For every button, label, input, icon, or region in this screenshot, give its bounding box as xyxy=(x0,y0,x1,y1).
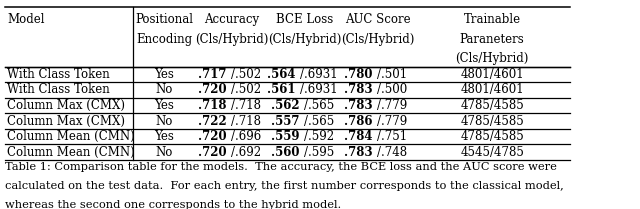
Text: /.751: /.751 xyxy=(377,130,407,143)
Text: .786: .786 xyxy=(344,115,372,127)
Text: Positional: Positional xyxy=(135,13,193,26)
Text: /.592: /.592 xyxy=(304,130,334,143)
Text: .722: .722 xyxy=(198,115,227,127)
Text: /.718: /.718 xyxy=(231,115,261,127)
Text: 4545/4785: 4545/4785 xyxy=(460,145,524,159)
Text: .560: .560 xyxy=(271,145,300,159)
Text: Column Mean (CMN): Column Mean (CMN) xyxy=(8,145,135,159)
Text: Table 1: Comparison table for the models.  The accuracy, the BCE loss and the AU: Table 1: Comparison table for the models… xyxy=(4,162,556,172)
Text: .561: .561 xyxy=(267,84,295,97)
Text: (Cls/Hybrid): (Cls/Hybrid) xyxy=(456,52,529,65)
Text: /.595: /.595 xyxy=(304,145,334,159)
Text: /.6931: /.6931 xyxy=(300,68,337,81)
Text: Column Max (CMX): Column Max (CMX) xyxy=(8,115,125,127)
Text: Yes: Yes xyxy=(154,130,174,143)
Text: /.748: /.748 xyxy=(377,145,407,159)
Text: Column Max (CMX): Column Max (CMX) xyxy=(8,99,125,112)
Text: (Cls/Hybrid): (Cls/Hybrid) xyxy=(341,33,415,46)
Text: .562: .562 xyxy=(271,99,300,112)
Text: AUC Score: AUC Score xyxy=(345,13,411,26)
Text: No: No xyxy=(156,145,173,159)
Text: No: No xyxy=(156,84,173,97)
Text: /.501: /.501 xyxy=(377,68,407,81)
Text: .784: .784 xyxy=(344,130,372,143)
Text: .717: .717 xyxy=(198,68,226,81)
Text: /.779: /.779 xyxy=(377,115,407,127)
Text: /.502: /.502 xyxy=(230,68,260,81)
Text: 4801/4601: 4801/4601 xyxy=(460,68,524,81)
Text: /.565: /.565 xyxy=(304,99,334,112)
Text: .783: .783 xyxy=(344,84,372,97)
Text: whereas the second one corresponds to the hybrid model.: whereas the second one corresponds to th… xyxy=(4,200,341,209)
Text: With Class Token: With Class Token xyxy=(8,68,110,81)
Text: Paraneters: Paraneters xyxy=(460,33,525,46)
Text: 4785/4585: 4785/4585 xyxy=(460,99,524,112)
Text: (Cls/Hybrid): (Cls/Hybrid) xyxy=(268,33,342,46)
Text: 4801/4601: 4801/4601 xyxy=(460,84,524,97)
Text: .718: .718 xyxy=(198,99,227,112)
Text: Encoding: Encoding xyxy=(136,33,192,46)
Text: 4785/4585: 4785/4585 xyxy=(460,130,524,143)
Text: .559: .559 xyxy=(271,130,300,143)
Text: .564: .564 xyxy=(267,68,295,81)
Text: /.6931: /.6931 xyxy=(300,84,337,97)
Text: /.502: /.502 xyxy=(231,84,261,97)
Text: No: No xyxy=(156,115,173,127)
Text: 4785/4585: 4785/4585 xyxy=(460,115,524,127)
Text: .720: .720 xyxy=(198,130,226,143)
Text: /.718: /.718 xyxy=(231,99,260,112)
Text: Model: Model xyxy=(8,13,45,26)
Text: /.696: /.696 xyxy=(230,130,261,143)
Text: With Class Token: With Class Token xyxy=(8,84,110,97)
Text: /.565: /.565 xyxy=(304,115,334,127)
Text: Yes: Yes xyxy=(154,99,174,112)
Text: Column Mean (CMN): Column Mean (CMN) xyxy=(8,130,135,143)
Text: .557: .557 xyxy=(271,115,300,127)
Text: /.779: /.779 xyxy=(377,99,407,112)
Text: .783: .783 xyxy=(344,145,372,159)
Text: Accuracy: Accuracy xyxy=(204,13,259,26)
Text: /.500: /.500 xyxy=(377,84,407,97)
Text: .720: .720 xyxy=(198,145,227,159)
Text: Yes: Yes xyxy=(154,68,174,81)
Text: (Cls/Hybrid): (Cls/Hybrid) xyxy=(195,33,268,46)
Text: .783: .783 xyxy=(344,99,372,112)
Text: .720: .720 xyxy=(198,84,227,97)
Text: Trainable: Trainable xyxy=(463,13,521,26)
Text: /.692: /.692 xyxy=(231,145,261,159)
Text: .780: .780 xyxy=(344,68,372,81)
Text: BCE Loss: BCE Loss xyxy=(276,13,333,26)
Text: calculated on the test data.  For each entry, the first number corresponds to th: calculated on the test data. For each en… xyxy=(4,181,563,191)
